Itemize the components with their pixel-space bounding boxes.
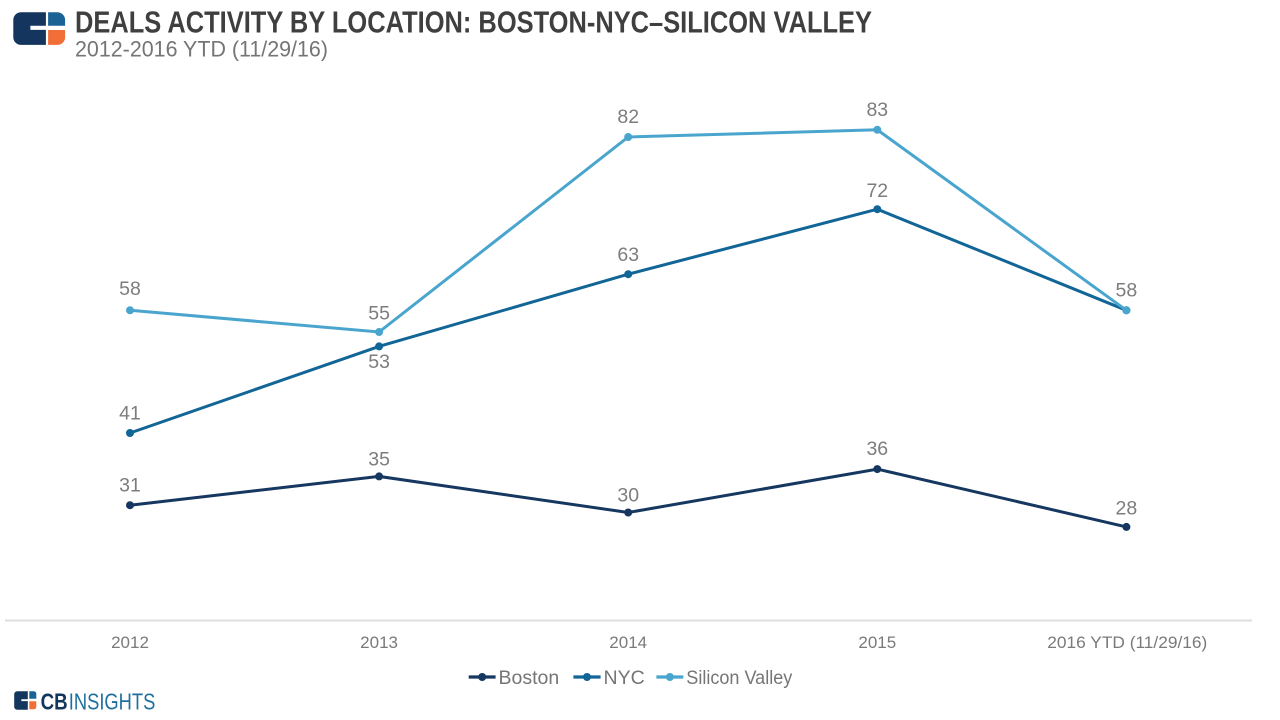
svg-text:83: 83 bbox=[866, 99, 888, 121]
svg-text:31: 31 bbox=[119, 475, 141, 497]
svg-text:58: 58 bbox=[119, 278, 141, 300]
svg-text:INSIGHTS: INSIGHTS bbox=[69, 688, 156, 714]
svg-text:35: 35 bbox=[368, 449, 390, 471]
svg-text:Boston: Boston bbox=[499, 667, 560, 689]
svg-text:2012-2016 YTD (11/29/16): 2012-2016 YTD (11/29/16) bbox=[75, 37, 328, 62]
svg-text:30: 30 bbox=[617, 485, 639, 507]
svg-text:82: 82 bbox=[617, 106, 639, 128]
svg-text:2013: 2013 bbox=[360, 633, 398, 652]
svg-text:2012: 2012 bbox=[111, 633, 149, 652]
svg-text:DEALS ACTIVITY BY LOCATION: BO: DEALS ACTIVITY BY LOCATION: BOSTON-NYC–S… bbox=[75, 6, 872, 40]
svg-text:58: 58 bbox=[1116, 280, 1138, 302]
svg-text:2016 YTD (11/29/16): 2016 YTD (11/29/16) bbox=[1047, 633, 1207, 652]
svg-text:2014: 2014 bbox=[609, 633, 647, 652]
svg-text:36: 36 bbox=[866, 438, 888, 460]
svg-text:72: 72 bbox=[866, 180, 888, 202]
svg-text:55: 55 bbox=[368, 303, 390, 325]
svg-text:41: 41 bbox=[119, 403, 141, 425]
svg-text:53: 53 bbox=[368, 351, 390, 373]
svg-text:2015: 2015 bbox=[858, 633, 896, 652]
svg-text:CB: CB bbox=[41, 688, 68, 714]
svg-text:NYC: NYC bbox=[604, 667, 645, 689]
svg-text:Silicon Valley: Silicon Valley bbox=[686, 667, 792, 689]
svg-text:63: 63 bbox=[617, 244, 639, 266]
svg-text:28: 28 bbox=[1116, 498, 1138, 520]
